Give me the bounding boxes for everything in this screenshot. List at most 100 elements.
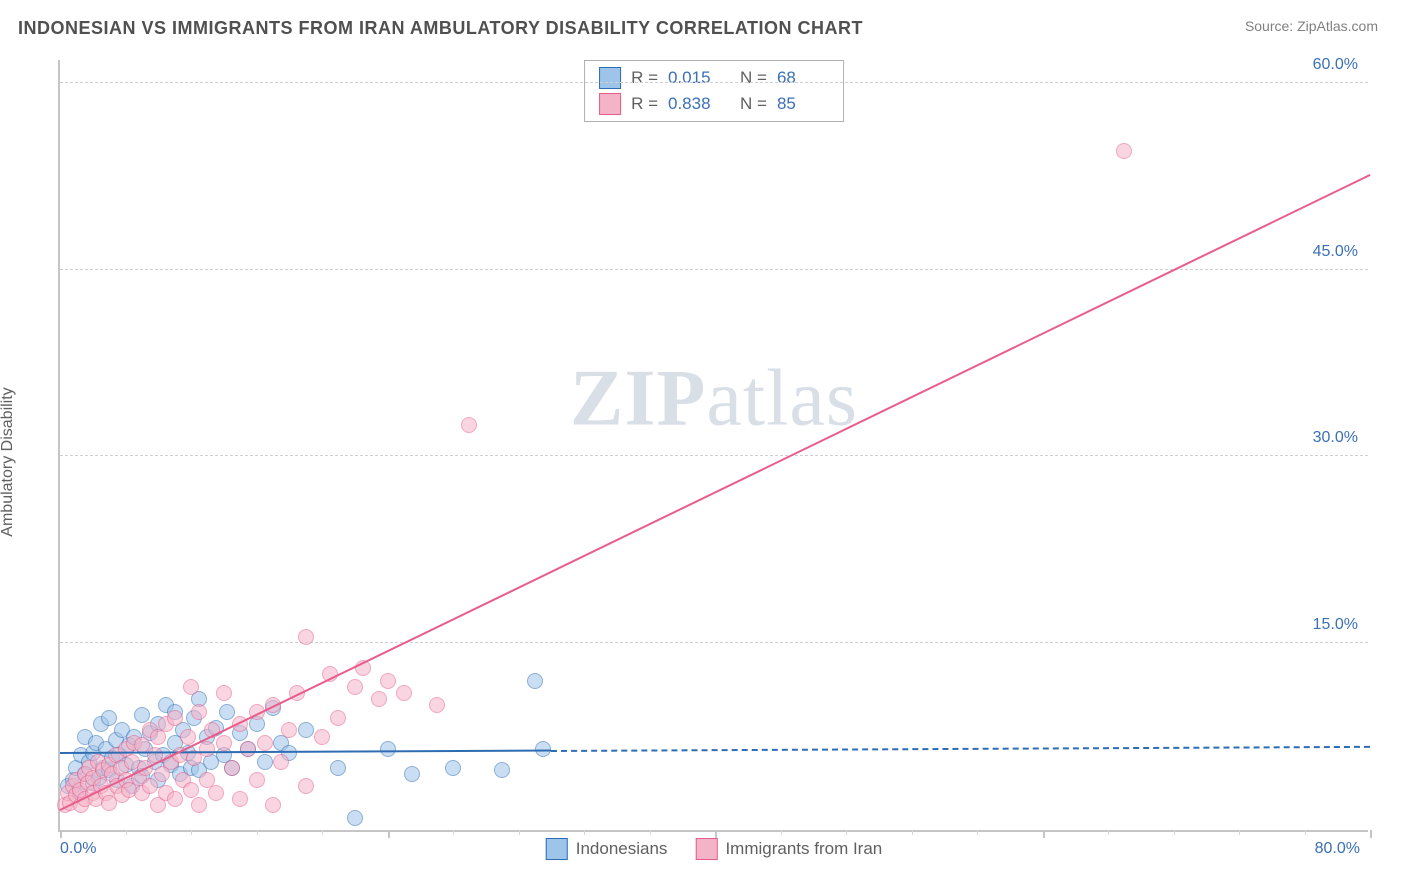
scatter-point [216,685,232,701]
scatter-point [330,710,346,726]
scatter-point [314,729,330,745]
watermark-bold: ZIP [570,354,706,442]
x-tick-minor [1239,830,1240,835]
x-tick-minor [519,830,520,835]
scatter-point [180,729,196,745]
stat-r-value: 0.838 [668,94,720,114]
scatter-point [527,673,543,689]
plot-area: ZIPatlas R =0.015N =68R =0.838N =85 0.0%… [58,60,1368,832]
scatter-point [240,741,256,757]
series-swatch [546,838,568,860]
scatter-point [281,722,297,738]
x-tick-minor [322,830,323,835]
scatter-point [249,772,265,788]
x-tick-minor [584,830,585,835]
scatter-point [461,417,477,433]
legend-item: Immigrants from Iran [695,838,882,860]
stat-r-label: R = [631,68,658,88]
x-tick-minor [257,830,258,835]
series-swatch [695,838,717,860]
x-tick-major [1043,830,1045,838]
legend-series: Indonesians Immigrants from Iran [546,838,883,860]
legend-item: Indonesians [546,838,668,860]
scatter-point [167,791,183,807]
series-name: Immigrants from Iran [725,839,882,859]
watermark-rest: atlas [706,354,858,442]
x-tick-major [60,830,62,838]
scatter-point [219,704,235,720]
scatter-point [232,791,248,807]
scatter-point [257,754,273,770]
grid-line [60,455,1368,456]
scatter-point [298,722,314,738]
x-tick-minor [1108,830,1109,835]
series-swatch [599,67,621,89]
scatter-point [298,778,314,794]
regression-line [60,174,1371,811]
scatter-point [396,685,412,701]
scatter-point [265,797,281,813]
y-axis-label: Ambulatory Disability [0,387,17,536]
series-swatch [599,93,621,115]
y-tick-label: 30.0% [1313,429,1358,447]
chart-title: INDONESIAN VS IMMIGRANTS FROM IRAN AMBUL… [18,18,863,39]
stat-r-value: 0.015 [668,68,720,88]
y-tick-label: 45.0% [1313,243,1358,261]
scatter-point [347,679,363,695]
scatter-point [199,741,215,757]
scatter-point [191,797,207,813]
x-tick-major [715,830,717,838]
chart-container: Ambulatory Disability ZIPatlas R =0.015N… [18,52,1388,872]
x-tick-minor [846,830,847,835]
y-tick-label: 60.0% [1313,56,1358,74]
x-tick-major [1370,830,1372,838]
x-tick-minor [977,830,978,835]
legend-stats-row: R = 0.838 N = 85 [585,91,843,117]
scatter-point [429,697,445,713]
scatter-point [142,778,158,794]
scatter-point [298,629,314,645]
grid-line [60,642,1368,643]
grid-line [60,82,1368,83]
scatter-point [224,760,240,776]
scatter-point [380,741,396,757]
x-tick-minor [650,830,651,835]
y-tick-label: 15.0% [1313,616,1358,634]
legend-stats-row: R = 0.015 N = 68 [585,65,843,91]
scatter-point [208,785,224,801]
source-prefix: Source: [1245,18,1297,34]
x-axis-min-label: 0.0% [60,840,96,858]
scatter-point [347,810,363,826]
scatter-point [445,760,461,776]
scatter-point [371,691,387,707]
stat-n-value: 68 [777,68,829,88]
scatter-point [101,710,117,726]
legend-stats-box: R = 0.015 N = 68 R = 0.838 N = 85 [584,60,844,122]
scatter-point [494,762,510,778]
scatter-point [216,735,232,751]
x-tick-minor [453,830,454,835]
x-tick-minor [781,830,782,835]
source-attribution: Source: ZipAtlas.com [1245,18,1378,36]
source-name: ZipAtlas.com [1297,18,1378,34]
scatter-point [380,673,396,689]
scatter-point [191,704,207,720]
scatter-point [183,679,199,695]
x-tick-minor [191,830,192,835]
scatter-point [330,760,346,776]
x-tick-minor [1174,830,1175,835]
stat-n-label: N = [740,94,767,114]
x-tick-minor [1305,830,1306,835]
stat-r-label: R = [631,94,658,114]
scatter-point [167,710,183,726]
stat-n-value: 85 [777,94,829,114]
regression-line-dashed [551,745,1370,751]
scatter-point [1116,143,1132,159]
stat-n-label: N = [740,68,767,88]
series-name: Indonesians [576,839,668,859]
watermark: ZIPatlas [570,353,858,444]
scatter-point [257,735,273,751]
scatter-point [273,754,289,770]
scatter-point [134,707,150,723]
x-tick-minor [912,830,913,835]
